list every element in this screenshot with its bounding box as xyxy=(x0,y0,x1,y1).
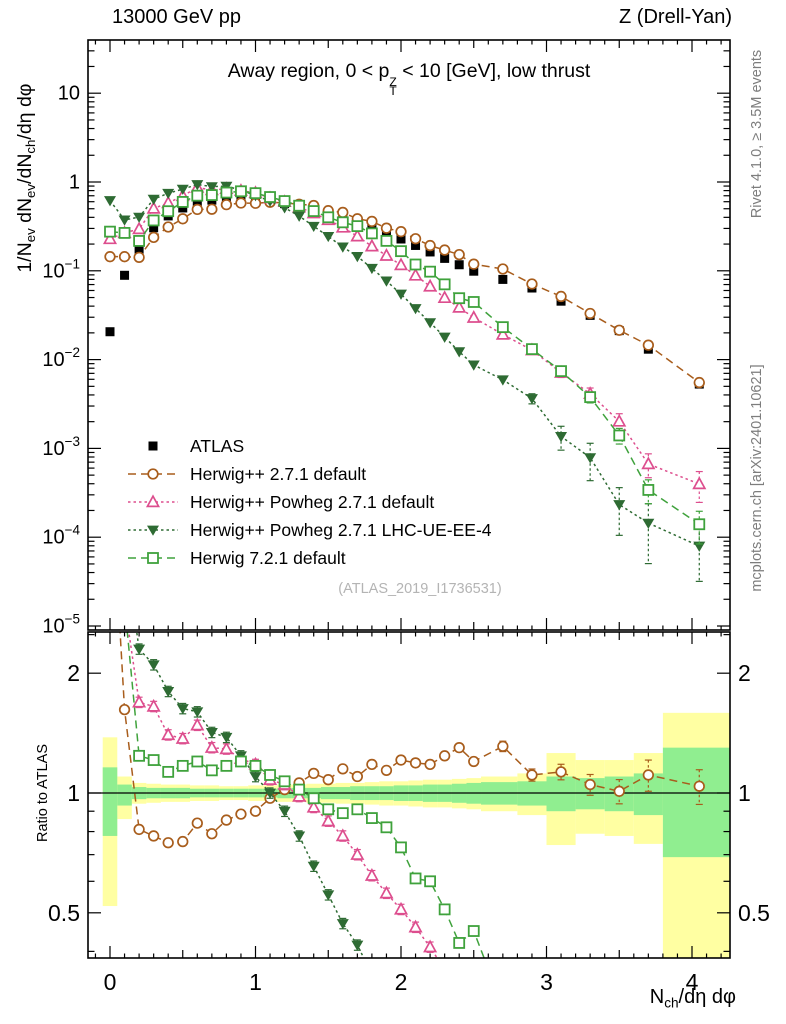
svg-text:10: 10 xyxy=(58,83,80,105)
svg-text:2: 2 xyxy=(395,969,408,995)
svg-text:Herwig++ 2.7.1 default: Herwig++ 2.7.1 default xyxy=(190,464,366,484)
svg-text:Herwig 7.2.1 default: Herwig 7.2.1 default xyxy=(190,548,346,568)
legend-entry-herwig-powheg-2-7-1-lhc-ue-ee-4: Herwig++ Powheg 2.7.1 LHC-UE-EE-4 xyxy=(128,520,492,540)
svg-text:0.5: 0.5 xyxy=(738,900,770,926)
panel-frames xyxy=(87,39,731,959)
legend-entry-herwig-7-2-1-default: Herwig 7.2.1 default xyxy=(128,548,346,568)
svg-text:10−1: 10−1 xyxy=(42,256,80,282)
x-axis-label: Nch/dη dφ xyxy=(649,986,736,1011)
y-axis-label-ratio: Ratio to ATLAS xyxy=(35,743,51,843)
series-herwig-powheg-2-7-1-lhc-ue-ee-4-ratio xyxy=(133,632,365,958)
legend-entry-atlas: ATLAS xyxy=(148,436,244,456)
svg-text:1: 1 xyxy=(738,780,751,806)
svg-text:1: 1 xyxy=(249,969,262,995)
series-herwig-2-7-1-default-ratio xyxy=(118,632,705,849)
svg-text:ATLAS: ATLAS xyxy=(190,436,244,456)
uncertainty-bands xyxy=(102,712,730,958)
svg-text:3: 3 xyxy=(540,969,553,995)
svg-text:2: 2 xyxy=(738,660,751,686)
y-axis-label-main: 1/Nev dNev/dNch/dη dφ xyxy=(13,83,39,273)
legend: ATLAS Herwig++ 2.7.1 default Herwig++ Powh… xyxy=(128,436,492,568)
svg-text:1: 1 xyxy=(67,780,80,806)
svg-text:10−5: 10−5 xyxy=(42,612,80,638)
svg-text:4: 4 xyxy=(686,969,699,995)
svg-text:10−3: 10−3 xyxy=(42,434,80,460)
svg-text:Herwig++ Powheg 2.7.1 default: Herwig++ Powheg 2.7.1 default xyxy=(190,492,434,512)
header-beam-energy: 13000 GeV pp xyxy=(112,6,241,28)
header-process: Z (Drell-Yan) xyxy=(619,6,732,28)
svg-text:2: 2 xyxy=(67,660,80,686)
mcplots-reference-note: mcplots.cern.ch [arXiv:2401.10621] xyxy=(749,364,765,592)
rivet-version-note: Rivet 4.1.0, ≥ 3.5M events xyxy=(749,49,765,219)
svg-text:10−2: 10−2 xyxy=(42,345,80,371)
svg-text:Herwig++ Powheg 2.7.1 LHC-UE-E: Herwig++ Powheg 2.7.1 LHC-UE-EE-4 xyxy=(190,520,492,540)
legend-entry-herwig-powheg-2-7-1-default: Herwig++ Powheg 2.7.1 default xyxy=(128,492,434,512)
svg-text:10−4: 10−4 xyxy=(42,523,80,549)
svg-text:0: 0 xyxy=(104,969,117,995)
svg-text:1: 1 xyxy=(69,172,80,194)
series-herwig-7-2-1-default-main xyxy=(104,185,706,545)
analysis-id-watermark: (ATLAS_2019_I1736531) xyxy=(338,581,502,597)
series-herwig-2-7-1-default-main xyxy=(104,196,705,389)
series-herwig-7-2-1-default-ratio xyxy=(126,632,485,958)
legend-entry-herwig-2-7-1-default: Herwig++ 2.7.1 default xyxy=(128,464,366,484)
svg-text:0.5: 0.5 xyxy=(48,900,80,926)
